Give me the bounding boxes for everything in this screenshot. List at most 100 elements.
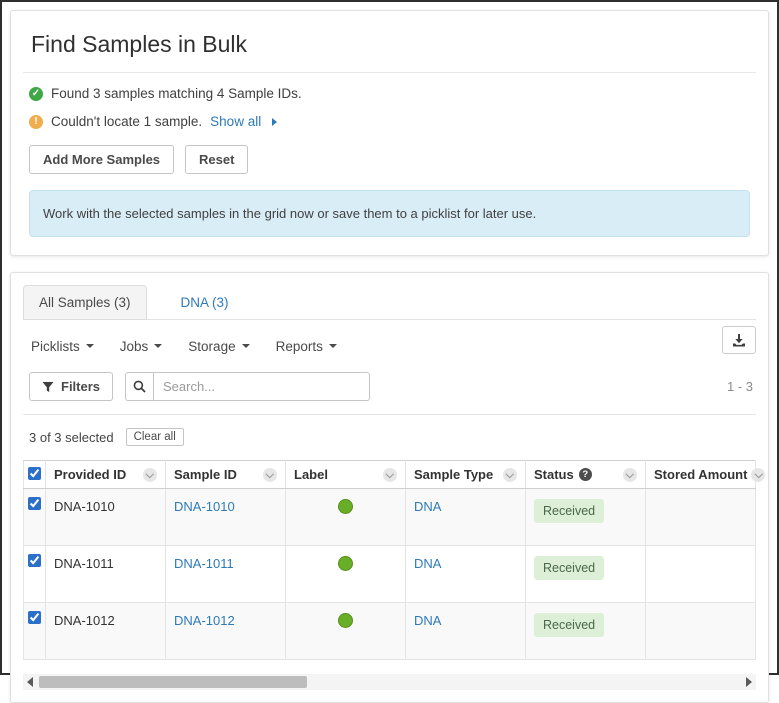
sample-type-link[interactable]: DNA [414, 613, 442, 628]
triangle-left-icon [27, 677, 33, 687]
menu-jobs-label: Jobs [119, 338, 149, 354]
column-label: Sample ID [174, 467, 237, 482]
help-question-icon[interactable]: ? [578, 468, 592, 481]
status-badge: Received [534, 556, 605, 580]
grid-menubar: Picklists Jobs Storage Reports [31, 326, 756, 360]
info-banner: Work with the selected samples in the gr… [29, 190, 750, 237]
cell-provided-id: DNA-1010 [45, 488, 166, 546]
filter-funnel-icon [42, 381, 54, 392]
warning-icon: ! [29, 114, 43, 129]
column-header-sample-type: Sample Type [405, 460, 526, 489]
menu-jobs[interactable]: Jobs [120, 339, 163, 354]
menu-reports-label: Reports [275, 338, 323, 354]
column-menu-chevron-icon[interactable] [623, 467, 637, 482]
add-more-samples-button[interactable]: Add More Samples [29, 145, 175, 174]
column-header-label: Label [285, 460, 406, 489]
filter-search-row: Filters 1 - 3 [29, 372, 756, 401]
pagination-range: 1 - 3 [726, 379, 753, 394]
sample-tabs: All Samples (3) DNA (3) [23, 285, 756, 320]
menu-storage-label: Storage [188, 338, 236, 354]
chevron-down-icon [328, 344, 337, 348]
filters-button-label: Filters [61, 379, 101, 394]
menu-reports[interactable]: Reports [276, 339, 337, 354]
row-checkbox[interactable] [28, 554, 41, 567]
chevron-down-icon [241, 344, 250, 348]
samples-grid-panel: All Samples (3) DNA (3) Picklists Jobs S… [10, 272, 769, 703]
search-input[interactable] [154, 372, 371, 401]
row-checkbox[interactable] [28, 611, 41, 624]
caret-right-icon [272, 117, 278, 126]
menu-picklists-label: Picklists [31, 338, 80, 354]
status-header-group: Status? [534, 467, 592, 482]
sample-id-link[interactable]: DNA-1012 [174, 613, 235, 628]
tab-all-samples[interactable]: All Samples (3) [23, 285, 147, 320]
reset-button[interactable]: Reset [185, 145, 249, 174]
cell-stored-amount [645, 545, 756, 603]
success-message-text: Found 3 samples matching 4 Sample IDs. [51, 86, 302, 101]
label-color-dot [338, 499, 353, 514]
chevron-down-icon [85, 344, 94, 348]
label-color-dot [338, 556, 353, 571]
column-menu-chevron-icon[interactable] [383, 467, 397, 482]
success-check-icon: ✓ [29, 86, 43, 101]
title-divider [23, 72, 756, 73]
warning-message-text: Couldn't locate 1 sample. [51, 114, 203, 129]
action-buttons: Add More Samples Reset [29, 145, 756, 174]
column-label: Label [294, 467, 328, 482]
select-all-checkbox[interactable] [28, 467, 41, 480]
menu-storage[interactable]: Storage [188, 338, 250, 354]
warning-message: ! Couldn't locate 1 sample. Show all [29, 114, 756, 129]
column-label: Status [534, 467, 574, 482]
sample-id-link[interactable]: DNA-1011 [174, 556, 234, 571]
menu-picklists[interactable]: Picklists [31, 339, 94, 354]
column-menu-chevron-icon[interactable] [751, 467, 766, 482]
selection-row: 3 of 3 selected Clear all [29, 428, 756, 446]
tab-dna[interactable]: DNA (3) [180, 295, 229, 310]
label-color-dot [338, 613, 353, 628]
search-icon-addon[interactable] [125, 372, 155, 401]
toolbar-divider [23, 414, 756, 415]
table-header-row: Provided ID Sample ID Label Sample Type … [23, 460, 766, 489]
chevron-down-icon [154, 344, 163, 348]
filters-button[interactable]: Filters [29, 372, 114, 401]
column-label: Sample Type [414, 467, 494, 482]
search-group [125, 372, 371, 401]
export-button[interactable] [722, 326, 756, 354]
triangle-right-icon [746, 677, 752, 687]
download-icon [733, 334, 745, 347]
success-message: ✓ Found 3 samples matching 4 Sample IDs. [29, 86, 756, 101]
cell-provided-id: DNA-1012 [45, 602, 166, 660]
column-header-sample-id: Sample ID [165, 460, 286, 489]
sample-type-link[interactable]: DNA [414, 499, 442, 514]
column-menu-chevron-icon[interactable] [263, 467, 277, 482]
scroll-left-arrow[interactable] [23, 674, 37, 690]
column-label: Stored Amount [654, 467, 748, 482]
column-header-provided-id: Provided ID [45, 460, 166, 489]
table-row: DNA-1012 DNA-1012 DNA Received [23, 602, 756, 660]
status-badge: Received [534, 499, 605, 523]
column-label: Provided ID [54, 467, 127, 482]
clear-all-button[interactable]: Clear all [125, 428, 184, 446]
samples-table: Provided ID Sample ID Label Sample Type … [23, 460, 766, 660]
column-header-stored-amount: Stored Amount [645, 460, 766, 489]
status-badge: Received [534, 613, 605, 637]
column-menu-chevron-icon[interactable] [503, 467, 517, 482]
cell-stored-amount [645, 488, 756, 546]
cell-stored-amount [645, 602, 756, 660]
show-all-link[interactable]: Show all [210, 114, 262, 129]
column-menu-chevron-icon[interactable] [143, 467, 157, 482]
cell-provided-id: DNA-1011 [45, 545, 166, 603]
column-header-status: Status? [525, 460, 646, 489]
horizontal-scrollbar[interactable] [23, 674, 756, 690]
table-row: DNA-1010 DNA-1010 DNA Received [23, 488, 756, 546]
table-row: DNA-1011 DNA-1011 DNA Received [23, 545, 756, 603]
selection-count: 3 of 3 selected [29, 429, 114, 445]
search-icon [133, 380, 146, 393]
row-checkbox[interactable] [28, 497, 41, 510]
page-title: Find Samples in Bulk [31, 31, 248, 57]
sample-id-link[interactable]: DNA-1010 [174, 499, 235, 514]
sample-type-link[interactable]: DNA [414, 556, 442, 571]
find-samples-panel: Find Samples in Bulk ✓ Found 3 samples m… [10, 10, 769, 256]
scrollbar-thumb[interactable] [39, 676, 307, 688]
scroll-right-arrow[interactable] [742, 674, 756, 690]
